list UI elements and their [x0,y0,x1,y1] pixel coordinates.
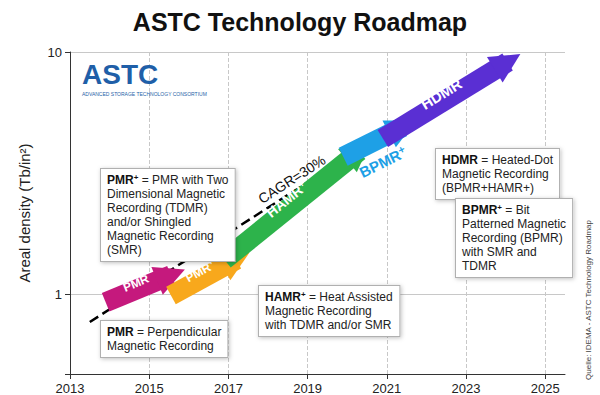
svg-text:(SMR): (SMR) [107,243,142,257]
svg-text:= PMR with Two: = PMR with Two [138,173,228,187]
svg-text:+: + [295,178,307,190]
svg-text:Areal density (Tb/in²): Areal density (Tb/in²) [16,143,33,282]
svg-text:TDMR: TDMR [462,259,497,273]
svg-text:HDMR: HDMR [442,153,478,167]
svg-text:2017: 2017 [214,381,243,395]
svg-text:Dimensional Magnetic: Dimensional Magnetic [107,187,225,201]
svg-text:ASTC: ASTC [82,59,158,90]
svg-text:2013: 2013 [56,381,85,395]
svg-text:with TDMR and/or SMR: with TDMR and/or SMR [264,318,392,332]
svg-text:BPMR: BPMR [357,146,404,181]
svg-text:ADVANCED STORAGE TECHNOLOGY CO: ADVANCED STORAGE TECHNOLOGY CONSORTIUM [82,91,207,97]
svg-text:Quelle: IDEMA - ASTC Technolog: Quelle: IDEMA - ASTC Technology Roadmap [584,219,593,379]
svg-text:PMR: PMR [121,271,151,294]
svg-text:= Heated-Dot: = Heated-Dot [478,153,554,167]
svg-text:HAMR: HAMR [265,290,301,304]
svg-text:+: + [396,143,407,157]
svg-text:2019: 2019 [293,381,322,395]
svg-text:= Bit: = Bit [502,203,530,217]
svg-text:1: 1 [55,287,62,302]
svg-text:2021: 2021 [372,381,401,395]
svg-text:Magnetic Recording: Magnetic Recording [107,229,214,243]
svg-text:PMR: PMR [107,173,134,187]
svg-text:ASTC Technology Roadmap: ASTC Technology Roadmap [133,8,467,36]
svg-text:CAGR=30%: CAGR=30% [255,151,329,207]
svg-text:Patterned Magnetic: Patterned Magnetic [462,217,566,231]
svg-text:= Heat Assisted: = Heat Assisted [306,290,393,304]
svg-text:2025: 2025 [531,381,560,395]
svg-text:HAMR: HAMR [263,181,306,221]
svg-text:2015: 2015 [135,381,164,395]
svg-text:BPMR: BPMR [462,203,498,217]
svg-text:and/or Shingled: and/or Shingled [107,215,191,229]
svg-text:PMR: PMR [107,325,134,339]
svg-text:HDMR: HDMR [418,75,465,113]
svg-text:Magnetic Recording: Magnetic Recording [107,339,214,353]
svg-text:(BPMR+HAMR+): (BPMR+HAMR+) [442,181,534,195]
svg-text:with SMR and: with SMR and [461,245,537,259]
svg-text:Magnetic Recording: Magnetic Recording [265,304,372,318]
svg-text:= Perpendicular: = Perpendicular [134,325,222,339]
svg-text:Recording (BPMR): Recording (BPMR) [462,231,563,245]
svg-text:Recording (TDMR): Recording (TDMR) [107,201,208,215]
svg-text:Magnetic Recording: Magnetic Recording [442,167,549,181]
svg-text:10: 10 [48,45,62,60]
svg-text:PMR: PMR [183,260,214,286]
svg-text:2023: 2023 [452,381,481,395]
